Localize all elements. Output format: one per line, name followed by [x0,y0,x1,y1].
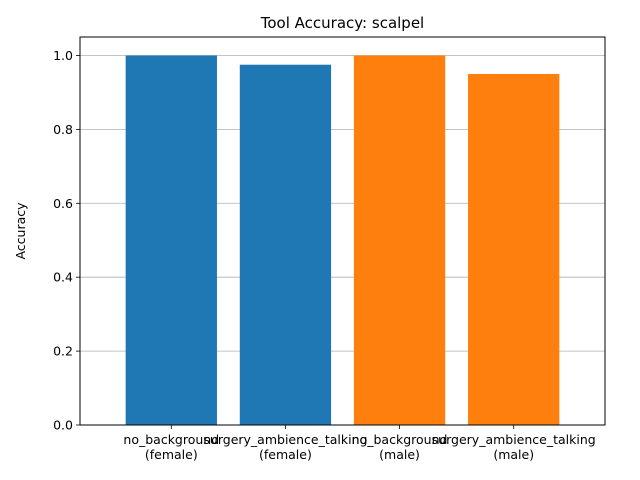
y-tick-label: 0.2 [53,344,73,359]
y-tick-label: 0.6 [53,196,73,211]
y-axis-label: Accuracy [13,202,28,260]
x-tick-label: surgery_ambience_talking [203,432,367,447]
x-tick-label: surgery_ambience_talking [432,432,596,447]
x-tick-label: (female) [259,447,312,462]
x-axis-ticks: no_background(female)surgery_ambience_ta… [123,425,596,462]
bars [125,55,560,425]
y-tick-label: 0.0 [53,418,73,433]
x-tick-label: (male) [493,447,534,462]
y-axis-ticks: 0.0 0.2 0.4 0.6 0.8 1.0 [53,48,80,433]
bar [239,64,332,425]
x-tick-label: no_background [352,432,448,447]
bar [353,55,446,425]
x-tick-label: (male) [379,447,420,462]
x-tick-label: (female) [145,447,198,462]
y-tick-label: 1.0 [53,48,73,63]
x-tick-label: no_background [123,432,219,447]
chart-title: Tool Accuracy: scalpel [260,14,424,32]
bar [468,73,560,425]
y-tick-label: 0.8 [53,122,73,137]
plot-frame [79,36,606,426]
y-tick-label: 0.4 [53,270,73,285]
bar [125,55,217,425]
